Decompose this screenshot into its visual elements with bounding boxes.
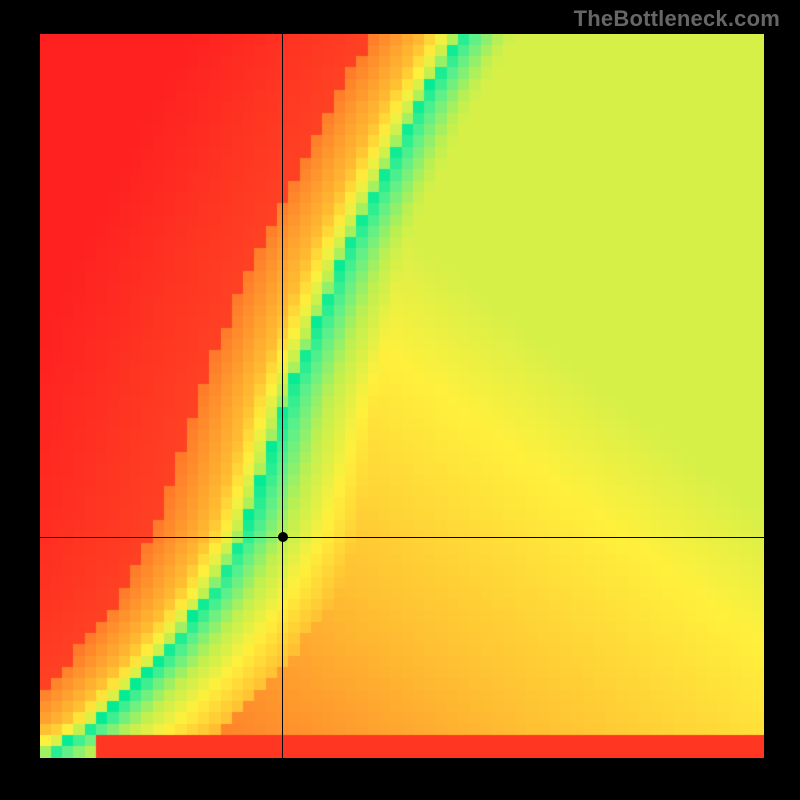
crosshair-vertical xyxy=(282,34,283,758)
crosshair-horizontal xyxy=(40,537,764,538)
attribution-text: TheBottleneck.com xyxy=(574,6,780,32)
plot-area xyxy=(40,34,764,758)
crosshair-marker xyxy=(278,532,288,542)
chart-wrapper: TheBottleneck.com xyxy=(0,0,800,800)
heatmap-canvas xyxy=(40,34,764,758)
